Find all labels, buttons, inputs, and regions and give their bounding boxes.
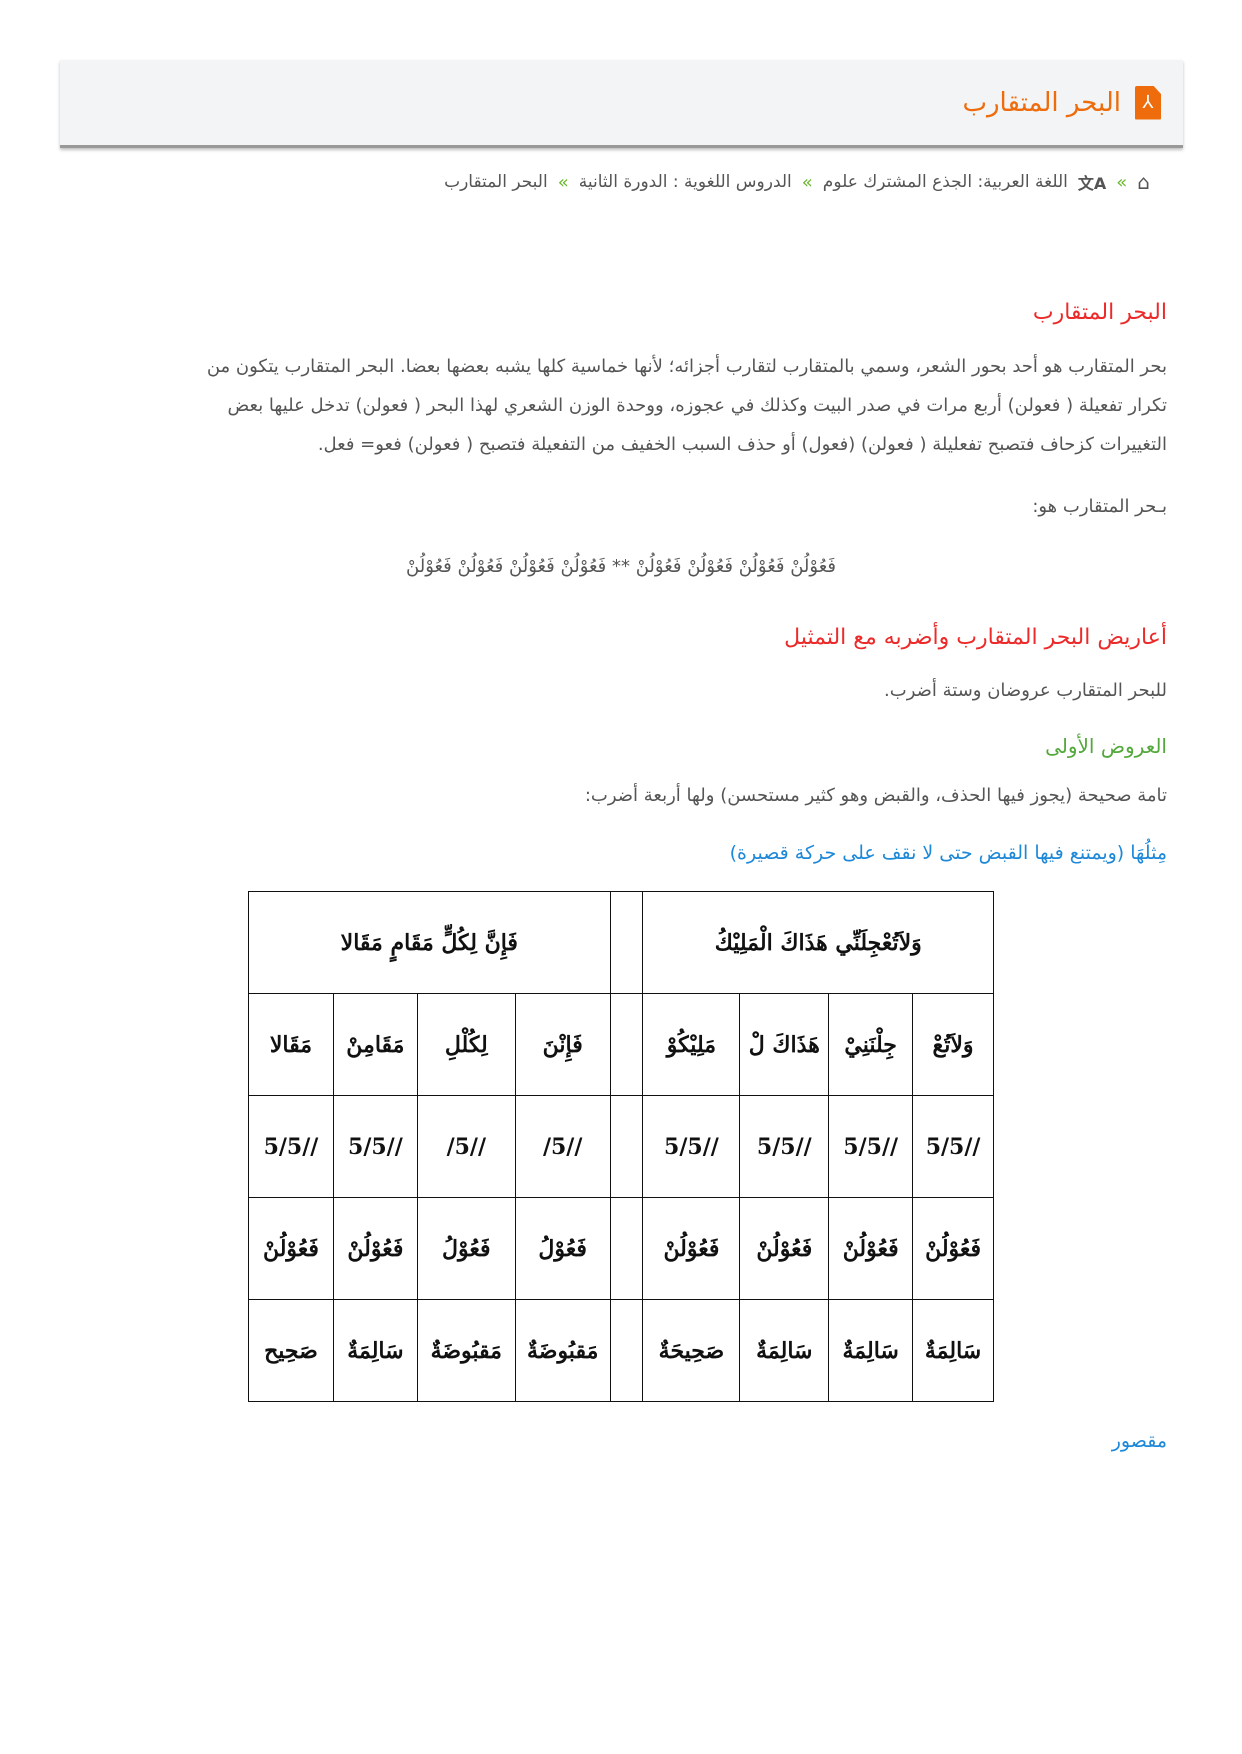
breadcrumb-item-current: البحر المتقارب <box>444 172 548 192</box>
table-cell: مَلِيْكُوْ <box>642 993 741 1096</box>
table-cell: 5/5// <box>248 1095 334 1198</box>
first-hemistich: وَلاَتُعْجِلَنِّي هَذَاكَ الْمَلِيْكُ <box>642 891 994 994</box>
meter-verse: فَعُوْلُنْ فَعُوْلُنْ فَعُوْلُنْ فَعُوْل… <box>406 556 836 577</box>
scansion-table: وَلاَتُعْجِلَنِّي هَذَاكَ الْمَلِيْكُ فَ… <box>248 891 994 1402</box>
table-cell: لِكُلْلِ <box>416 993 516 1096</box>
table-cell: 5/5// <box>739 1095 830 1198</box>
breadcrumb-item[interactable]: الدروس اللغوية : الدورة الثانية <box>578 172 792 192</box>
second-hemistich: فَإِنَّ لِكُلٍّ مَقَامٍ مَقَالا <box>248 891 611 994</box>
table-row: فَعُوْلُنْ فَعُوْلُنْ فَعُوْلُنْ فَعُوْلُنْ… <box>248 1197 994 1300</box>
table-cell: فَعُوْلُنْ <box>332 1197 418 1300</box>
paragraph-line: التغييرات كزحاف فتصبح تفعليلة ( فعولن) (… <box>317 434 1167 455</box>
table-cell: مَقَالا <box>248 993 334 1096</box>
gap-cell <box>609 1197 644 1300</box>
home-icon[interactable]: ⌂ <box>1137 170 1150 194</box>
table-row: 5/5//5/5//5/5//5/5///5///5//5/5//5/5// <box>248 1095 994 1198</box>
table-row: سَالِمَةٌ سَالِمَةٌ سَالِمَةٌ صَحِيحَةٌ مَقب… <box>248 1299 994 1402</box>
translate-icon: 文A <box>1077 174 1107 193</box>
gap-cell <box>609 1095 644 1198</box>
breadcrumb-separator: » <box>801 171 813 193</box>
paragraph-line: بحر المتقارب هو أحد بحور الشعر، وسمي بال… <box>206 356 1167 377</box>
table-cell: /5// <box>514 1095 611 1198</box>
table-cell: فَعُوْلُ <box>416 1197 516 1300</box>
table-cell: فَعُوْلُ <box>514 1197 611 1300</box>
table-cell: وَلاَتُعْ <box>912 993 994 1096</box>
pdf-icon[interactable]: ⅄ <box>1135 85 1161 120</box>
table-cell: 5/5// <box>828 1095 914 1198</box>
subheading: العروض الأولى <box>1045 734 1167 758</box>
table-cell: /5// <box>416 1095 516 1198</box>
breadcrumb-item[interactable]: اللغة العربية: الجذع المشترك علوم <box>822 172 1068 192</box>
table-cell: مَقبُوضَةٌ <box>416 1299 516 1402</box>
table-cell: صَحِيح <box>248 1299 334 1402</box>
intro-paragraph: بحر المتقارب هو أحد بحور الشعر، وسمي بال… <box>77 347 1167 464</box>
table-cell: فَعُوْلُنْ <box>828 1197 914 1300</box>
section-text: للبحر المتقارب عروضان وستة أضرب. <box>884 680 1167 701</box>
description: تامة صحيحة (يجوز فيها الحذف، والقبض وهو … <box>584 785 1167 806</box>
table-row: وَلاَتُعْ جِلْنَنِيْ هَذَاكَ لْ مَلِيْكُوْ ف… <box>248 993 994 1096</box>
breadcrumb-separator: » <box>557 171 569 193</box>
table-cell: فَعُوْلُنْ <box>912 1197 994 1300</box>
table-cell: جِلْنَنِيْ <box>828 993 914 1096</box>
table-cell: صَحِيحَةٌ <box>642 1299 741 1402</box>
gap-cell <box>609 993 644 1096</box>
breadcrumb-separator: » <box>1116 171 1128 193</box>
meter-intro: بـحر المتقارب هو: <box>1032 496 1167 517</box>
table-cell: 5/5// <box>912 1095 994 1198</box>
table-cell: سَالِمَةٌ <box>912 1299 994 1402</box>
maqsur-link[interactable]: مقصور <box>1111 1430 1167 1452</box>
example-label: مِثلُهَا (ويمتنع فيها القبض حتى لا نقف ع… <box>729 842 1167 864</box>
paragraph-line: تكرار تفعيلة ( فعولن) أربع مرات في صدر ا… <box>227 395 1167 416</box>
table-cell: فَعُوْلُنْ <box>642 1197 741 1300</box>
table-cell: سَالِمَةٌ <box>828 1299 914 1402</box>
table-cell: فَإِنْنَ <box>514 993 611 1096</box>
breadcrumb: ⌂ » 文A اللغة العربية: الجذع المشترك علوم… <box>444 170 1150 194</box>
table-cell: 5/5// <box>642 1095 741 1198</box>
table-cell: مَقَامِنْ <box>332 993 418 1096</box>
section-heading: البحر المتقارب <box>1032 300 1167 325</box>
table-cell: مَقبُوضَةٌ <box>514 1299 611 1402</box>
table-cell: فَعُوْلُنْ <box>248 1197 334 1300</box>
page-header: ⅄ البحر المتقارب <box>60 60 1183 148</box>
table-cell: سَالِمَةٌ <box>332 1299 418 1402</box>
page-title: البحر المتقارب <box>962 87 1121 118</box>
section-heading: أعاريض البحر المتقارب وأضربه مع التمثيل <box>784 625 1167 650</box>
table-cell: سَالِمَةٌ <box>739 1299 830 1402</box>
table-cell: هَذَاكَ لْ <box>739 993 830 1096</box>
table-cell: فَعُوْلُنْ <box>739 1197 830 1300</box>
gap-cell <box>609 1299 644 1402</box>
gap-cell <box>609 891 644 994</box>
table-cell: 5/5// <box>332 1095 418 1198</box>
